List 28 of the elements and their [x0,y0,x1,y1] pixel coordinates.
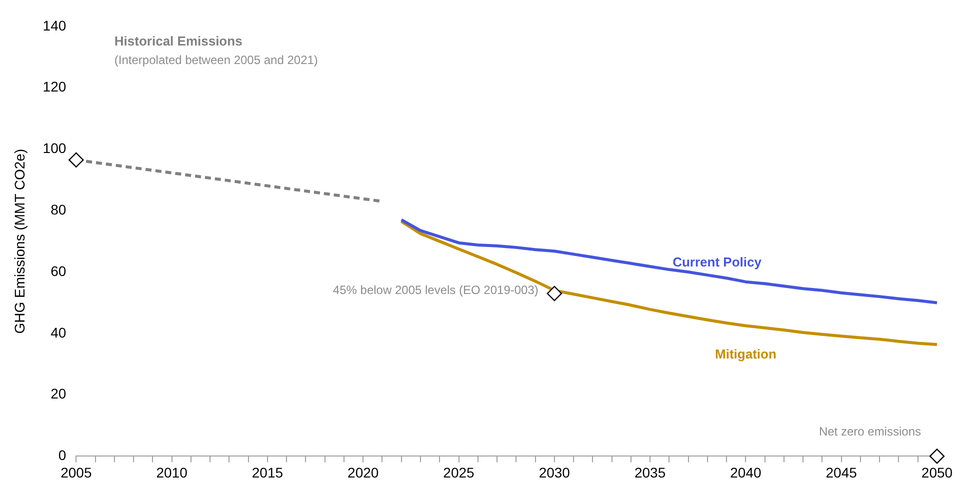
y-axis-title: GHG Emissions (MMT CO2e) [11,148,28,334]
y-tick-label: 40 [50,324,66,340]
x-tick-label: 2045 [826,464,858,480]
point [546,286,562,302]
y-tick-label: 100 [42,140,66,156]
y-tick-label: 20 [50,386,66,402]
annotation: Net zero emissions [818,424,921,439]
x-tick-label: 2010 [156,464,188,480]
annotation: 45% below 2005 levels (EO 2019-003) [332,282,538,297]
point [68,152,84,168]
series-label: Current Policy [672,254,762,270]
annotation: (Interpolated between 2005 and 2021) [114,53,318,68]
y-tick-label: 120 [42,78,66,95]
x-tick-label: 2030 [538,464,570,480]
x-tick-label: 2040 [730,464,762,480]
y-tick-label: 140 [42,17,66,34]
point [929,448,945,464]
x-tick-label: 2035 [634,464,666,480]
text: Historical Emissions [114,33,242,48]
y-tick-label: 80 [50,201,66,218]
x-tick-label: 2015 [252,464,284,480]
y-tick-label: 60 [50,262,66,279]
x-tick-label: 2025 [443,464,475,480]
x-tick-label: 2020 [348,464,379,480]
x-tick-label: 2050 [921,464,953,480]
y-tick-label: 0 [58,447,66,464]
series-label: Mitigation [715,346,776,362]
x-tick-label: 2005 [60,464,92,480]
